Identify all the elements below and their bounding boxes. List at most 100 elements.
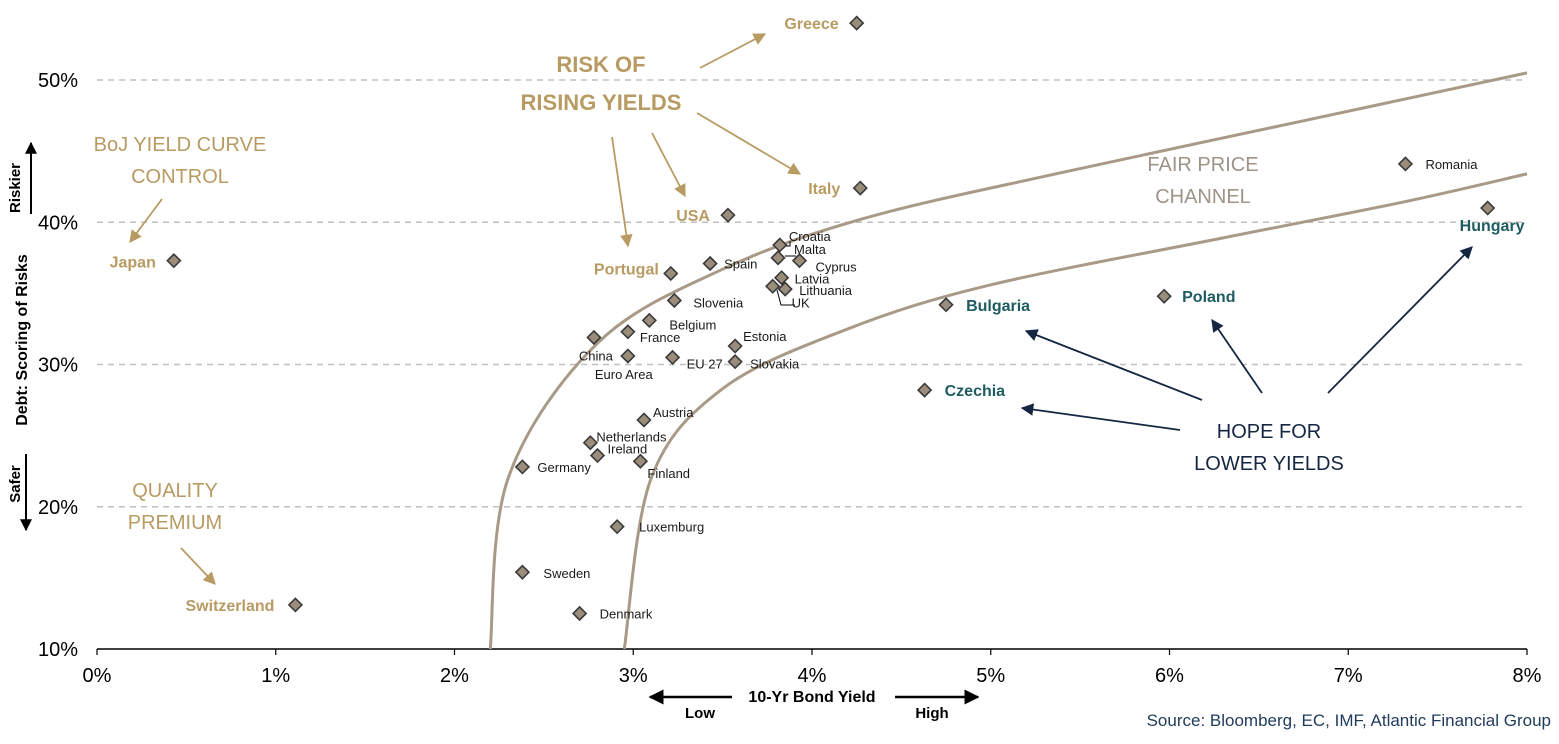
- point-malta: [770, 250, 786, 266]
- x-tick-label: 7%: [1334, 665, 1363, 687]
- hope-annotation-line1: HOPE FOR: [1217, 421, 1321, 443]
- label-lithuania: Lithuania: [799, 283, 853, 298]
- y-axis-safer-label: Safer: [7, 465, 24, 503]
- label-greece: Greece: [784, 16, 838, 33]
- point-slovakia: [727, 354, 743, 370]
- risk-annotation-line1: RISK OF: [556, 52, 645, 77]
- arrow-to-italy: [696, 112, 802, 175]
- point-slovenia: [666, 292, 682, 309]
- uk-leader: [776, 289, 795, 306]
- label-france: France: [640, 330, 680, 345]
- channel-lower-curve: [622, 172, 1528, 650]
- point-czechia: [916, 382, 933, 398]
- y-tick-label: 40%: [38, 212, 78, 234]
- point-denmark: [571, 605, 588, 622]
- label-spain: Spain: [724, 257, 757, 272]
- label-eu-27: EU 27: [687, 356, 723, 371]
- point-portugal: [663, 265, 679, 282]
- y-tick-label: 10%: [38, 639, 78, 661]
- point-italy: [852, 180, 868, 196]
- label-poland: Poland: [1182, 289, 1235, 306]
- quality-annotation-line1: QUALITY: [132, 480, 218, 502]
- label-czechia: Czechia: [945, 383, 1006, 400]
- label-latvia: Latvia: [795, 272, 830, 287]
- x-tick-label: 0%: [83, 665, 112, 687]
- label-denmark: Denmark: [600, 606, 653, 621]
- x-tick-label: 5%: [976, 665, 1005, 687]
- point-germany: [514, 459, 531, 475]
- arrow-to-czechia: [1020, 403, 1181, 431]
- point-spain: [702, 255, 718, 272]
- y-tick-label: 30%: [38, 355, 78, 377]
- label-netherlands: Netherlands: [596, 430, 667, 445]
- channel-upper-curve: [488, 71, 1528, 650]
- point-uk: [765, 278, 781, 294]
- point-estonia: [727, 338, 743, 354]
- label-portugal: Portugal: [594, 261, 659, 278]
- label-croatia: Croatia: [789, 229, 832, 244]
- arrow-to-japan: [129, 198, 163, 244]
- point-latvia: [773, 270, 790, 286]
- point-croatia: [772, 237, 788, 253]
- label-sweden: Sweden: [543, 566, 590, 581]
- point-usa: [720, 207, 736, 223]
- point-finland: [632, 453, 649, 469]
- gold-arrows: [129, 33, 802, 585]
- label-bulgaria: Bulgaria: [966, 298, 1030, 315]
- arrow-to-hungary: [1327, 246, 1473, 394]
- label-austria: Austria: [653, 405, 694, 420]
- point-ireland: [589, 447, 606, 464]
- point-china: [586, 329, 602, 346]
- point-euro-area: [620, 348, 636, 364]
- point-greece: [849, 15, 865, 31]
- label-ireland: Ireland: [608, 442, 648, 457]
- x-tick-label: 2%: [440, 665, 469, 687]
- y-axis-ticks: 10% 20% 30% 40% 50%: [38, 70, 78, 661]
- x-axis-low-label: Low: [685, 705, 715, 722]
- risk-annotation-line2: RISING YIELDS: [521, 90, 682, 115]
- boj-annotation-line2: CONTROL: [131, 166, 229, 188]
- arrow-to-bulgaria: [1024, 329, 1203, 401]
- arrow-to-switzerland: [180, 547, 216, 585]
- arrow-to-portugal: [611, 136, 633, 248]
- y-tick-label: 50%: [38, 70, 78, 92]
- x-axis-ticks: 0% 1% 2% 3% 4% 5% 6% 7% 8%: [83, 649, 1542, 687]
- point-france: [620, 324, 636, 340]
- navy-arrows: [1020, 246, 1473, 431]
- x-axis-title: 10-Yr Bond Yield: [748, 689, 875, 706]
- y-axis-riskier-label: Riskier: [7, 163, 24, 213]
- point-switzerland: [287, 597, 304, 613]
- label-usa: USA: [676, 208, 710, 225]
- label-switzerland: Switzerland: [186, 598, 275, 615]
- point-belgium: [641, 312, 657, 329]
- x-tick-label: 3%: [619, 665, 648, 687]
- label-belgium: Belgium: [669, 317, 716, 332]
- label-italy: Italy: [808, 181, 840, 198]
- quality-annotation-line2: PREMIUM: [128, 512, 222, 534]
- label-estonia: Estonia: [743, 329, 787, 344]
- point-sweden: [514, 564, 531, 580]
- arrow-to-usa: [651, 132, 686, 198]
- label-luxemburg: Luxemburg: [639, 520, 704, 535]
- x-tick-label: 6%: [1155, 665, 1184, 687]
- point-japan: [166, 253, 182, 269]
- point-cyprus: [791, 253, 808, 269]
- label-finland: Finland: [647, 466, 690, 481]
- label-malta: Malta: [794, 242, 827, 257]
- label-hungary: Hungary: [1460, 218, 1525, 235]
- point-lithuania: [777, 281, 793, 297]
- point-netherlands: [582, 435, 598, 451]
- label-euro-area: Euro Area: [595, 367, 654, 382]
- data-points: [166, 15, 1496, 622]
- point-luxemburg: [609, 519, 625, 535]
- point-bulgaria: [938, 297, 954, 313]
- point-austria: [636, 412, 652, 428]
- gridlines: [97, 79, 1527, 650]
- point-eu-27: [664, 349, 681, 366]
- x-axis-high-label: High: [915, 705, 948, 722]
- label-japan: Japan: [110, 255, 156, 272]
- y-tick-label: 20%: [38, 497, 78, 519]
- boj-annotation-line1: BoJ YIELD CURVE: [94, 134, 267, 156]
- hope-annotation-line2: LOWER YIELDS: [1194, 453, 1344, 475]
